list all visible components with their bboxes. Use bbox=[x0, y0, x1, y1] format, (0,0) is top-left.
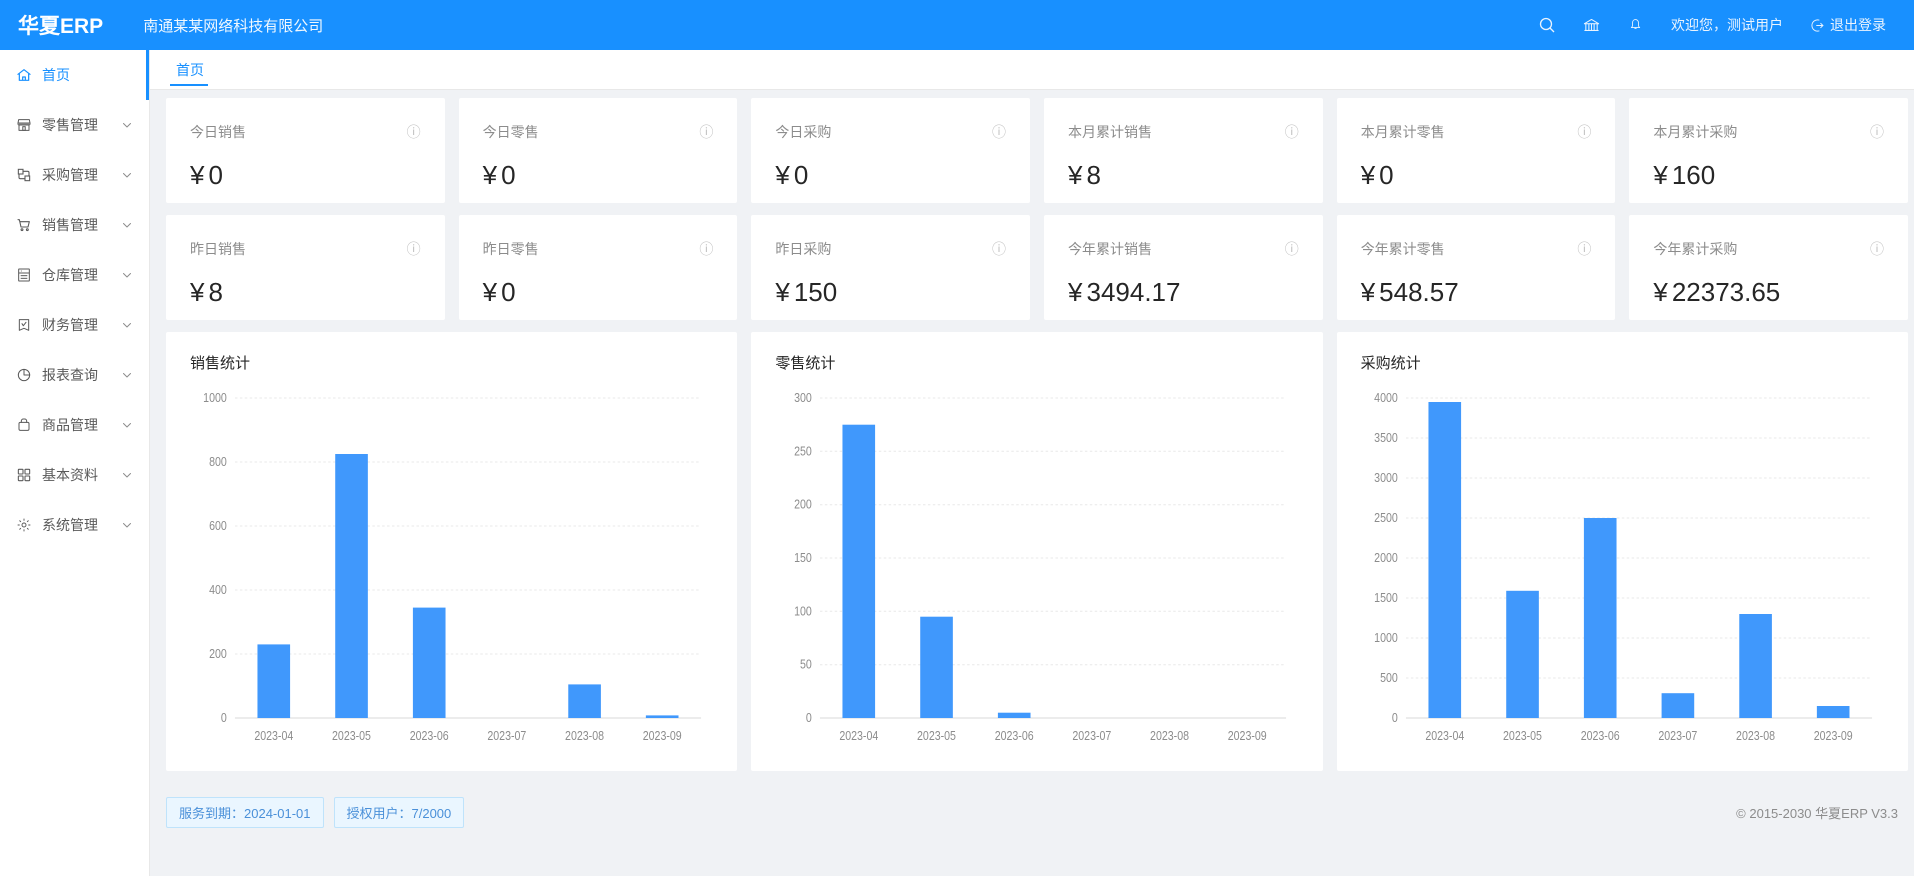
svg-text:800: 800 bbox=[209, 454, 227, 469]
svg-text:300: 300 bbox=[794, 390, 812, 405]
svg-text:2023-05: 2023-05 bbox=[1503, 728, 1542, 743]
svg-text:1000: 1000 bbox=[203, 390, 227, 405]
svg-text:2023-05: 2023-05 bbox=[917, 728, 956, 743]
svg-text:2023-04: 2023-04 bbox=[840, 728, 879, 743]
svg-text:2023-07: 2023-07 bbox=[487, 728, 526, 743]
svg-text:2023-09: 2023-09 bbox=[1228, 728, 1267, 743]
svg-text:500: 500 bbox=[1380, 670, 1398, 685]
svg-text:2023-07: 2023-07 bbox=[1658, 728, 1697, 743]
svg-text:100: 100 bbox=[794, 603, 812, 618]
svg-text:2500: 2500 bbox=[1374, 510, 1398, 525]
svg-text:600: 600 bbox=[209, 518, 227, 533]
svg-text:50: 50 bbox=[800, 657, 812, 672]
svg-text:200: 200 bbox=[794, 497, 812, 512]
svg-text:2023-08: 2023-08 bbox=[1736, 728, 1775, 743]
svg-text:3000: 3000 bbox=[1374, 470, 1398, 485]
svg-text:0: 0 bbox=[221, 710, 227, 725]
svg-text:2023-06: 2023-06 bbox=[995, 728, 1034, 743]
svg-text:3500: 3500 bbox=[1374, 430, 1398, 445]
svg-text:0: 0 bbox=[1392, 710, 1398, 725]
svg-text:250: 250 bbox=[794, 443, 812, 458]
svg-text:2023-07: 2023-07 bbox=[1073, 728, 1112, 743]
svg-text:1500: 1500 bbox=[1374, 590, 1398, 605]
svg-text:2023-08: 2023-08 bbox=[565, 728, 604, 743]
svg-text:2023-05: 2023-05 bbox=[332, 728, 371, 743]
svg-text:2023-04: 2023-04 bbox=[254, 728, 293, 743]
svg-text:200: 200 bbox=[209, 646, 227, 661]
svg-text:400: 400 bbox=[209, 582, 227, 597]
svg-text:2023-06: 2023-06 bbox=[410, 728, 449, 743]
svg-text:2023-04: 2023-04 bbox=[1425, 728, 1464, 743]
svg-text:150: 150 bbox=[794, 550, 812, 565]
svg-text:2023-09: 2023-09 bbox=[643, 728, 682, 743]
svg-text:0: 0 bbox=[806, 710, 812, 725]
svg-text:2023-09: 2023-09 bbox=[1813, 728, 1852, 743]
svg-text:2023-06: 2023-06 bbox=[1580, 728, 1619, 743]
svg-text:2000: 2000 bbox=[1374, 550, 1398, 565]
svg-text:1000: 1000 bbox=[1374, 630, 1398, 645]
svg-text:4000: 4000 bbox=[1374, 390, 1398, 405]
svg-text:2023-08: 2023-08 bbox=[1150, 728, 1189, 743]
